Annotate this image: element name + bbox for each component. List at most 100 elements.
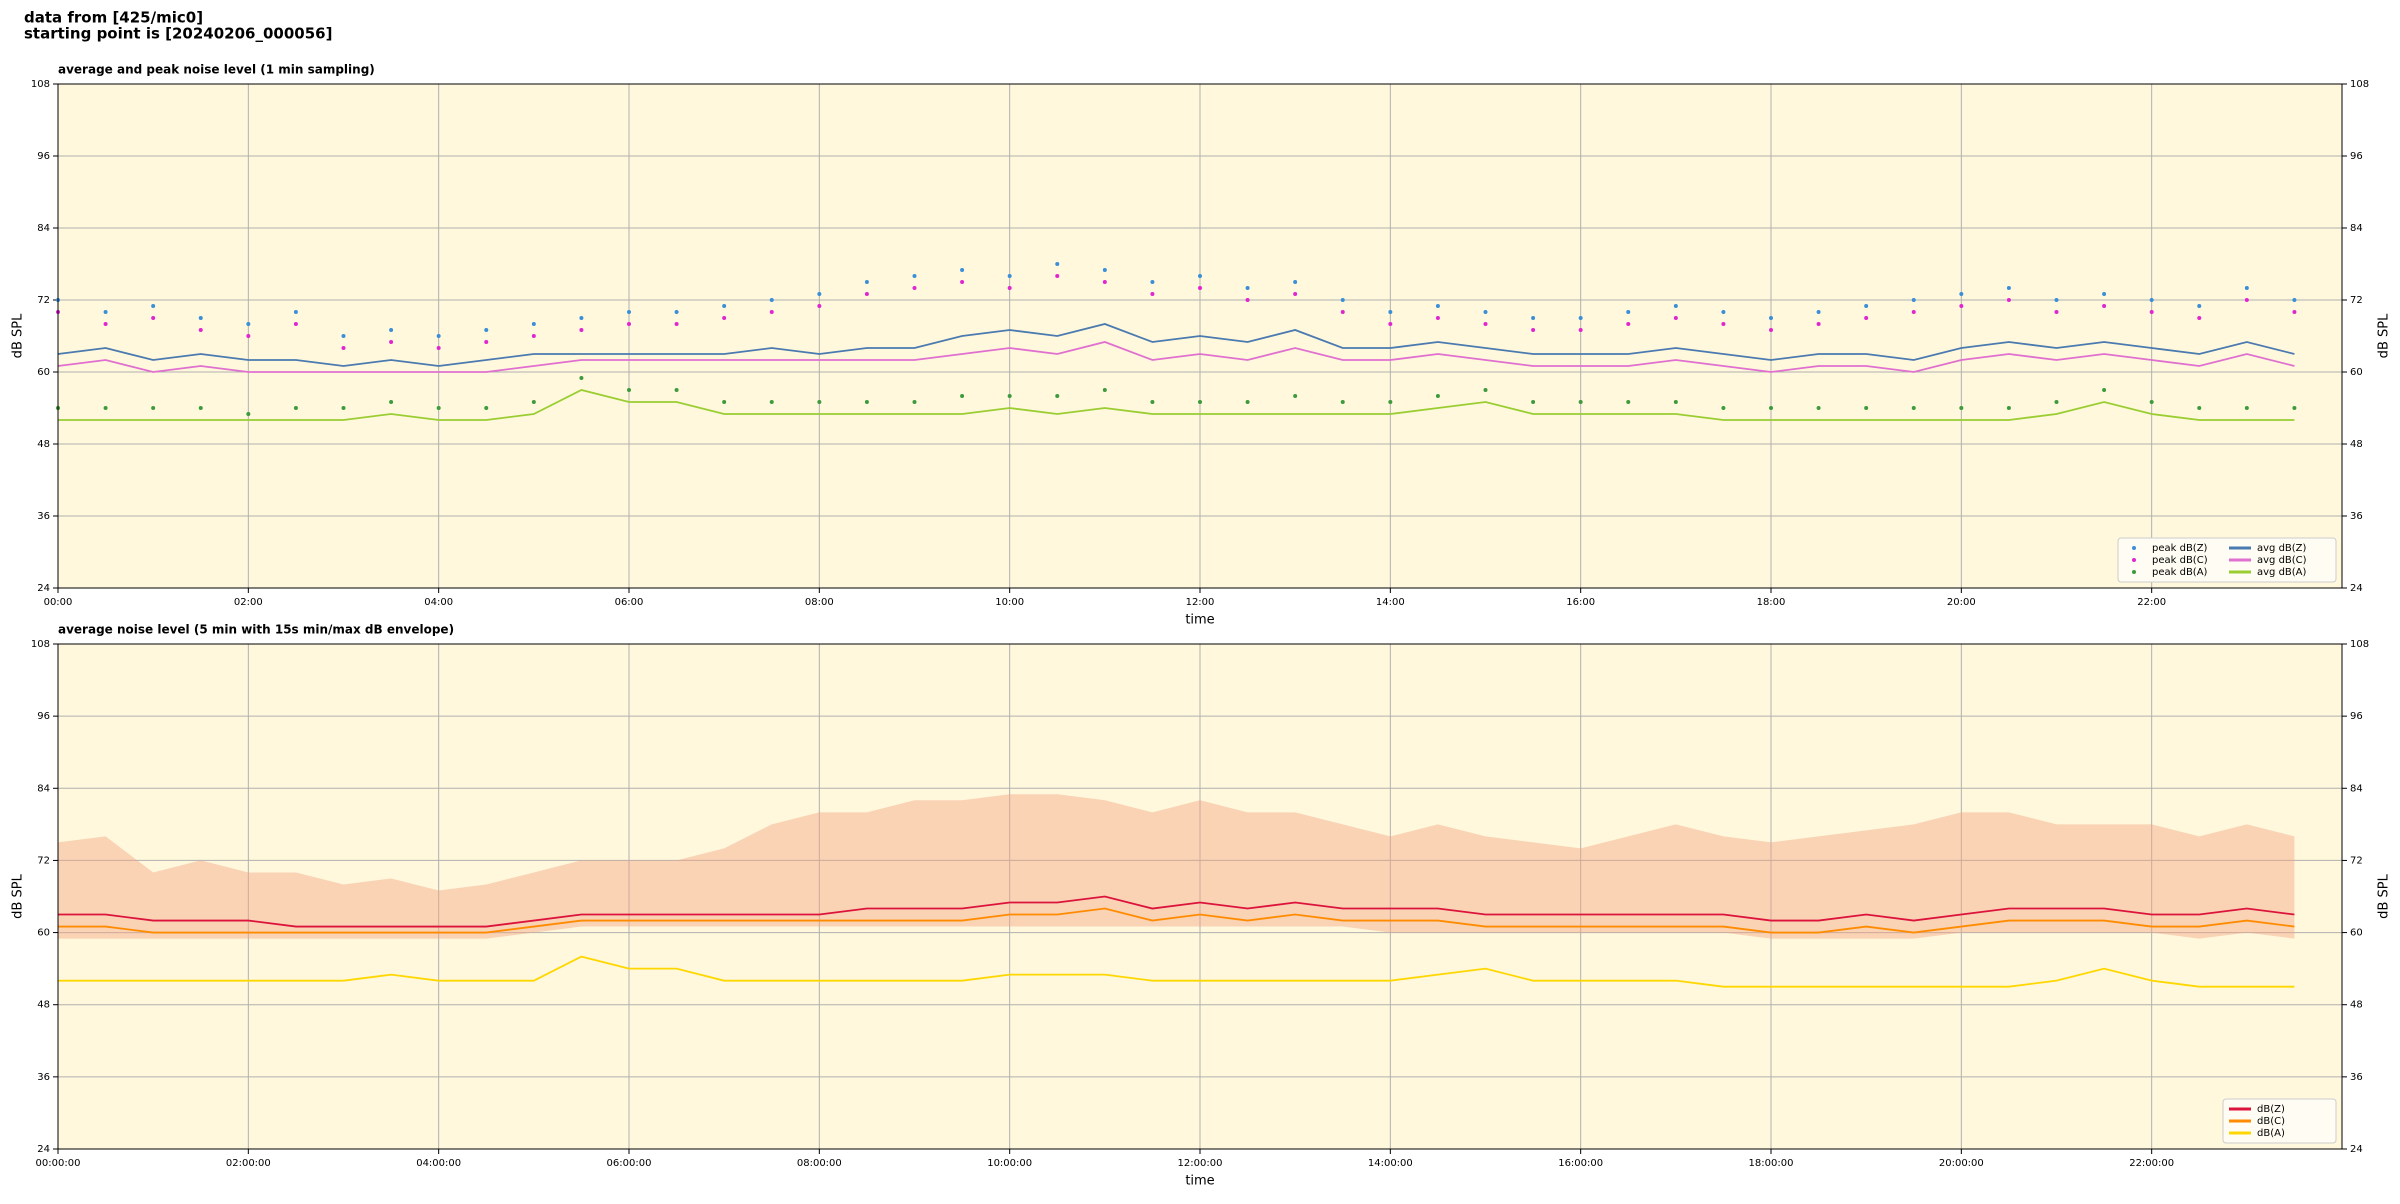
series-line (58, 955, 2295, 988)
peak-point (579, 328, 584, 332)
y2-tick-label: 48 (2350, 1000, 2363, 1011)
peak-point (341, 346, 346, 350)
legend-label: dB(Z) (2257, 1104, 2285, 1115)
peak-point (1245, 400, 1250, 404)
x-tick-label: 06:00 (615, 597, 644, 608)
peak-point (1816, 406, 1821, 410)
peak-point (1388, 400, 1393, 404)
y-tick-label: 108 (31, 639, 50, 650)
peak-point (1531, 328, 1536, 332)
peak-point (627, 310, 631, 314)
y2-tick-label: 108 (2350, 79, 2369, 90)
peak-point (1626, 310, 1631, 314)
peak-point (531, 400, 536, 404)
peak-point (1959, 406, 1964, 410)
legend-label: dB(A) (2257, 1128, 2285, 1139)
peak-point (674, 310, 679, 314)
peak-point (817, 292, 822, 296)
peak-point (436, 346, 441, 350)
x-tick-label: 14:00 (1376, 597, 1405, 608)
peak-point (1388, 322, 1393, 326)
peak-point (627, 388, 631, 392)
y-tick-label: 48 (37, 439, 50, 450)
x-tick-label: 22:00 (2137, 597, 2166, 608)
peak-point (1198, 274, 1202, 278)
legend-label: avg dB(A) (2257, 567, 2307, 578)
legend-marker (2132, 558, 2136, 562)
legend-box (2222, 1098, 2337, 1144)
y2-tick-label: 72 (2350, 855, 2363, 866)
legend-label: avg dB(Z) (2257, 543, 2307, 554)
plot-frame (57, 643, 2343, 1150)
x-tick-label: 04:00 (424, 597, 453, 608)
x-tick-label: 02:00:00 (226, 1158, 271, 1169)
legend-label: peak dB(A) (2152, 567, 2208, 578)
peak-point (674, 388, 679, 392)
peak-point (912, 400, 917, 404)
peak-point (1293, 292, 1298, 296)
y-tick-label: 96 (37, 151, 50, 162)
peak-point (1721, 322, 1726, 326)
peak-point (2054, 400, 2059, 404)
peak-point (1864, 406, 1869, 410)
y-tick-label: 84 (37, 223, 50, 234)
peak-point (2197, 406, 2202, 410)
peak-point (722, 304, 727, 308)
x-tick-label: 12:00:00 (1178, 1158, 1223, 1169)
peak-point (436, 334, 441, 338)
peak-point (436, 406, 441, 410)
peak-point (198, 406, 203, 410)
peak-point (1245, 286, 1250, 290)
y-tick-label: 60 (37, 928, 50, 939)
peak-point (151, 406, 156, 410)
chart-title: average noise level (5 min with 15s min/… (58, 623, 454, 637)
plot-frame (57, 83, 2343, 589)
peak-point (1816, 322, 1821, 326)
peak-point (1435, 304, 1440, 308)
peak-point (2149, 400, 2154, 404)
peak-point (1864, 316, 1869, 320)
x-tick-label: 00:00:00 (36, 1158, 81, 1169)
peak-point (1864, 304, 1869, 308)
peak-point (1721, 406, 1726, 410)
peak-point (1578, 400, 1583, 404)
legend-label: peak dB(C) (2152, 555, 2208, 566)
peak-point (2102, 388, 2107, 392)
y-tick-label: 108 (31, 79, 50, 90)
peak-point (531, 334, 536, 338)
peak-point (2244, 286, 2249, 290)
peak-point (2292, 310, 2297, 314)
peak-point (2149, 298, 2154, 302)
peak-point (1673, 400, 1678, 404)
peak-point (1673, 316, 1678, 320)
x-tick-label: 18:00:00 (1749, 1158, 1794, 1169)
peak-point (2054, 310, 2059, 314)
peak-point (1007, 286, 1012, 290)
source-text: data from [425/mic0] (24, 9, 203, 27)
peak-point (1911, 298, 1916, 302)
peak-point (246, 412, 251, 416)
y-tick-label: 72 (37, 295, 50, 306)
y2-tick-label: 84 (2350, 223, 2363, 234)
y-tick-label: 24 (37, 583, 50, 594)
peak-point (1673, 304, 1678, 308)
peak-point (2149, 310, 2154, 314)
peak-point (1578, 316, 1583, 320)
peak-point (722, 400, 727, 404)
peak-point (627, 322, 631, 326)
peak-point (864, 280, 869, 284)
peak-point (817, 400, 822, 404)
peak-point (531, 322, 536, 326)
y-tick-label: 36 (37, 1072, 50, 1083)
peak-point (1435, 394, 1440, 398)
peak-point (864, 400, 869, 404)
peak-point (341, 334, 346, 338)
peak-point (2292, 298, 2297, 302)
y2-tick-label: 36 (2350, 511, 2363, 522)
peak-point (1483, 322, 1488, 326)
series-line (58, 895, 2295, 928)
peak-point (1769, 316, 1773, 320)
peak-point (1245, 298, 1250, 302)
legend-box (2117, 537, 2337, 583)
x-tick-label: 00:00 (44, 597, 73, 608)
